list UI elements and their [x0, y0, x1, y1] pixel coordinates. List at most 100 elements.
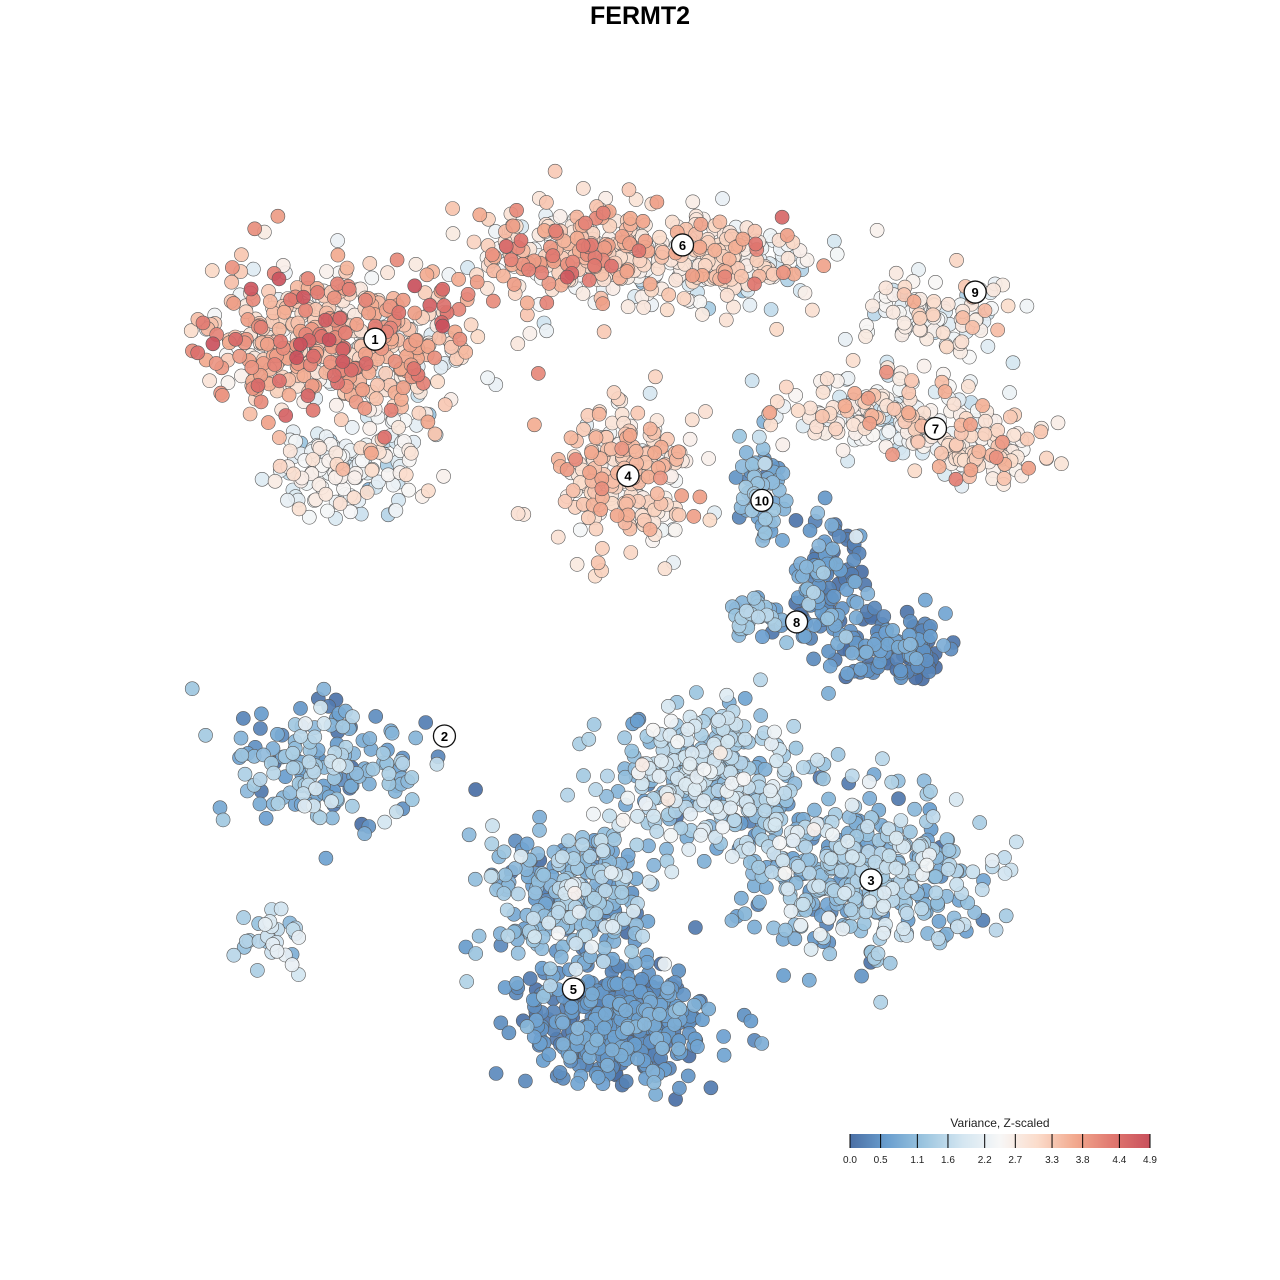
data-point: [634, 971, 650, 987]
data-point: [429, 756, 445, 772]
colorbar-tick-label: 4.4: [1112, 1155, 1126, 1166]
data-point: [510, 945, 526, 961]
data-point: [884, 774, 900, 790]
data-point: [988, 922, 1004, 938]
data-point: [582, 465, 597, 480]
data-point: [326, 290, 342, 306]
data-point: [777, 865, 793, 881]
data-point: [575, 238, 591, 254]
data-point: [998, 908, 1014, 924]
data-point: [844, 797, 860, 813]
data-point: [254, 471, 270, 487]
data-point: [873, 994, 889, 1010]
data-point: [300, 388, 316, 404]
data-point: [848, 529, 864, 545]
data-point: [906, 294, 922, 309]
data-point: [548, 223, 563, 239]
data-point: [734, 269, 749, 284]
cluster-label-text: 3: [867, 873, 874, 888]
data-point: [753, 708, 769, 723]
data-point: [250, 378, 266, 393]
data-point: [233, 730, 249, 746]
data-point: [847, 386, 863, 401]
data-point: [815, 771, 831, 787]
cluster-label-5: 5: [561, 977, 586, 1001]
data-point: [701, 1001, 717, 1017]
data-point: [580, 510, 596, 526]
data-point: [687, 782, 703, 797]
data-point: [893, 813, 909, 828]
data-point: [860, 390, 876, 406]
data-point: [965, 864, 981, 880]
data-point: [289, 350, 304, 365]
data-point: [258, 810, 274, 826]
data-point: [629, 837, 645, 853]
data-point: [584, 445, 599, 460]
data-point: [383, 402, 399, 418]
data-point: [530, 366, 546, 381]
data-point: [1020, 431, 1035, 447]
data-point: [404, 792, 420, 807]
data-point: [395, 292, 411, 308]
data-point: [724, 849, 740, 864]
data-point: [715, 819, 731, 835]
data-point: [779, 228, 795, 243]
data-point: [581, 272, 597, 288]
data-point: [928, 885, 944, 901]
data-point: [828, 556, 844, 572]
data-point: [974, 882, 990, 897]
data-point: [407, 305, 423, 321]
data-point: [384, 725, 400, 741]
data-point: [798, 839, 814, 855]
data-point: [273, 901, 289, 917]
data-point: [810, 752, 825, 768]
data-point: [757, 525, 773, 541]
data-point: [581, 731, 597, 747]
data-point: [925, 809, 941, 825]
data-point: [202, 373, 217, 389]
data-point: [821, 910, 836, 926]
data-point: [807, 802, 822, 818]
data-point: [357, 826, 372, 842]
data-point: [600, 1058, 615, 1073]
data-point: [387, 354, 403, 369]
data-point: [806, 651, 821, 667]
data-point: [901, 405, 916, 421]
data-point: [795, 760, 811, 775]
data-point: [630, 1051, 645, 1067]
data-point: [571, 904, 587, 920]
data-point: [698, 404, 713, 419]
data-point: [955, 310, 971, 326]
data-point: [468, 946, 484, 961]
data-point: [802, 400, 818, 416]
data-point: [247, 221, 262, 237]
data-point: [316, 716, 332, 731]
data-point: [564, 999, 579, 1015]
data-point: [680, 722, 696, 737]
data-point: [747, 223, 763, 239]
data-point: [767, 724, 782, 740]
data-point: [1039, 450, 1054, 466]
data-point: [886, 401, 902, 417]
data-point: [305, 402, 321, 418]
data-point: [931, 913, 947, 929]
data-point: [527, 929, 542, 945]
data-point: [910, 434, 926, 450]
data-point: [250, 963, 265, 978]
data-point: [339, 260, 355, 276]
data-point: [862, 791, 878, 806]
data-point: [260, 336, 275, 352]
data-point: [617, 769, 633, 785]
data-point: [862, 416, 877, 431]
cluster-label-text: 7: [932, 421, 939, 436]
data-point: [536, 867, 552, 883]
data-point: [860, 586, 876, 601]
data-point: [772, 835, 787, 851]
data-point: [575, 181, 591, 196]
data-point: [775, 265, 791, 281]
data-point: [331, 757, 347, 773]
data-point: [562, 1049, 578, 1065]
cluster-label-text: 4: [624, 469, 632, 484]
data-point: [598, 883, 613, 898]
data-point: [1005, 355, 1021, 371]
